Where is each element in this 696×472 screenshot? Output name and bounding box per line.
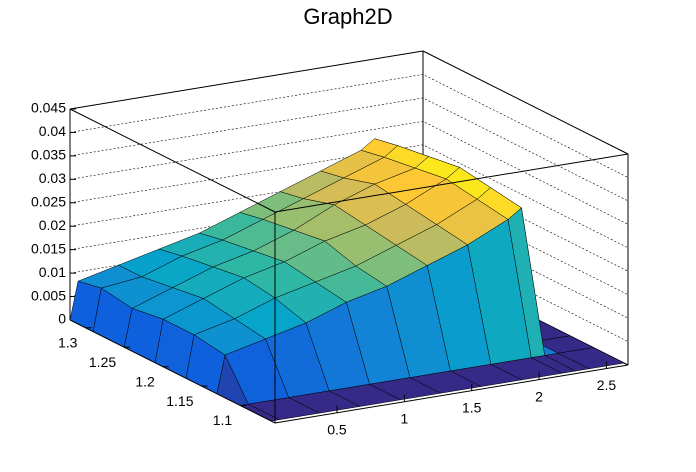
y-tick-label: 1.2 xyxy=(135,373,155,389)
z-tick-label: 0 xyxy=(58,311,66,327)
y-tick-label: 1.3 xyxy=(58,334,78,350)
z-tick-label: 0.025 xyxy=(31,193,66,209)
z-tick-label: 0.015 xyxy=(31,240,66,256)
x-tick-label: 1 xyxy=(400,410,408,426)
z-tick-label: 0.045 xyxy=(31,100,66,116)
box-edge xyxy=(274,153,629,213)
x-axis xyxy=(274,364,629,424)
box-edge xyxy=(422,50,629,155)
x-tick-label: 0.5 xyxy=(327,422,347,438)
grid-line xyxy=(69,50,629,155)
z-tick-label: 0.04 xyxy=(39,123,66,139)
z-tick-label: 0.035 xyxy=(31,147,66,163)
box-edge xyxy=(69,108,276,213)
y-tick-label: 1.25 xyxy=(89,354,116,370)
x-tick-label: 2.5 xyxy=(597,377,617,393)
x-tick-label: 1.5 xyxy=(462,399,482,415)
z-tick-label: 0.02 xyxy=(39,217,66,233)
z-tick-label: 0.01 xyxy=(39,264,66,280)
y-tick-label: 1.1 xyxy=(213,412,233,428)
box-edge xyxy=(69,50,424,110)
y-tick-label: 1.15 xyxy=(166,393,193,409)
chart-title: Graph2D xyxy=(303,4,392,29)
z-tick-label: 0.03 xyxy=(39,170,66,186)
x-tick-label: 2 xyxy=(535,388,543,404)
z-tick-label: 0.005 xyxy=(31,287,66,303)
